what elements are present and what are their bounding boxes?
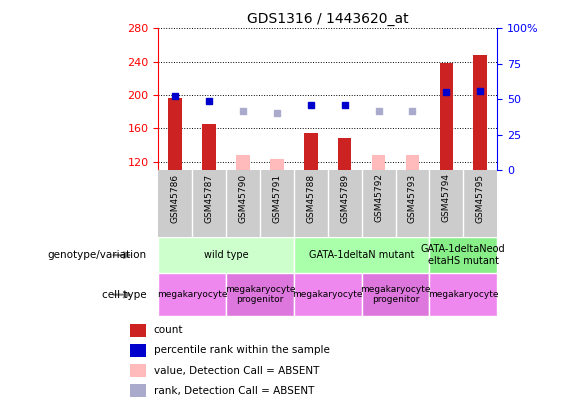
Bar: [473, 55, 487, 170]
Text: GSM45790: GSM45790: [238, 173, 247, 223]
Bar: [130, 384, 146, 397]
Text: GSM45788: GSM45788: [306, 173, 315, 223]
Text: wild type: wild type: [204, 250, 248, 260]
Bar: [130, 324, 146, 337]
Text: GSM45791: GSM45791: [272, 173, 281, 223]
Text: megakaryocyte: megakaryocyte: [428, 290, 498, 299]
Text: megakaryocyte: megakaryocyte: [157, 290, 227, 299]
Text: GSM45793: GSM45793: [408, 173, 417, 223]
Text: count: count: [154, 325, 183, 335]
Text: genotype/variation: genotype/variation: [48, 250, 147, 260]
Text: GSM45795: GSM45795: [476, 173, 485, 223]
Text: value, Detection Call = ABSENT: value, Detection Call = ABSENT: [154, 366, 319, 375]
Bar: [362, 273, 429, 316]
Title: GDS1316 / 1443620_at: GDS1316 / 1443620_at: [247, 12, 408, 26]
Bar: [372, 155, 385, 170]
Bar: [236, 155, 250, 170]
Bar: [294, 273, 362, 316]
Text: GATA-1deltaNeod
eltaHS mutant: GATA-1deltaNeod eltaHS mutant: [421, 244, 506, 266]
Bar: [202, 124, 216, 170]
Bar: [406, 155, 419, 170]
Text: GSM45786: GSM45786: [171, 173, 180, 223]
Text: megakaryocyte
progenitor: megakaryocyte progenitor: [360, 285, 431, 304]
Bar: [294, 237, 429, 273]
Bar: [158, 273, 226, 316]
Bar: [158, 237, 294, 273]
Bar: [429, 237, 497, 273]
Text: GSM45787: GSM45787: [205, 173, 214, 223]
Text: megakaryocyte
progenitor: megakaryocyte progenitor: [225, 285, 295, 304]
Bar: [440, 63, 453, 170]
Bar: [226, 273, 294, 316]
Text: percentile rank within the sample: percentile rank within the sample: [154, 345, 329, 355]
Text: GSM45789: GSM45789: [340, 173, 349, 223]
Text: GATA-1deltaN mutant: GATA-1deltaN mutant: [309, 250, 414, 260]
Text: GSM45794: GSM45794: [442, 173, 451, 222]
Bar: [168, 98, 182, 170]
Bar: [429, 273, 497, 316]
Bar: [270, 159, 284, 170]
Bar: [130, 344, 146, 357]
Text: rank, Detection Call = ABSENT: rank, Detection Call = ABSENT: [154, 386, 314, 396]
Bar: [338, 139, 351, 170]
Bar: [304, 132, 318, 170]
Text: megakaryocyte: megakaryocyte: [293, 290, 363, 299]
Text: GSM45792: GSM45792: [374, 173, 383, 222]
Text: cell type: cell type: [102, 290, 147, 300]
Bar: [130, 364, 146, 377]
